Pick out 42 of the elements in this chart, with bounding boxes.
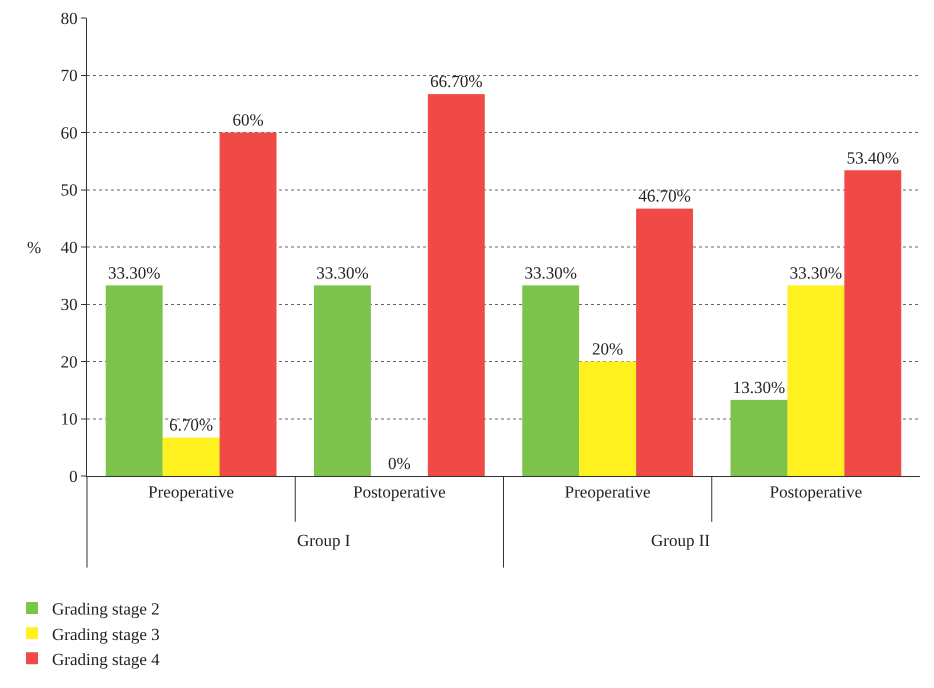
data-label: 6.70%: [169, 416, 214, 435]
y-tick-label: 0: [69, 466, 78, 486]
bar: [106, 285, 163, 476]
y-axis-title: %: [27, 238, 42, 257]
data-label: 53.40%: [846, 148, 900, 168]
data-label: 60%: [232, 110, 264, 130]
legend-label: Grading stage 4: [52, 650, 160, 669]
bar: [844, 170, 902, 476]
legend-label: Grading stage 3: [52, 624, 160, 644]
y-tick-label: 80: [60, 8, 78, 28]
x-tick-label: Postoperative: [770, 482, 862, 502]
text: Group II: [651, 531, 710, 550]
legend-label: Grading stage 2: [52, 600, 160, 619]
y-tick-label: 50: [60, 180, 78, 200]
text: Group I: [297, 531, 351, 550]
bar: [787, 285, 844, 476]
data-label: 46.70%: [638, 186, 691, 206]
x-tick-label: Preoperative: [148, 482, 234, 502]
y-tick-label: 40: [60, 238, 78, 257]
data-label: 0%: [388, 454, 411, 473]
bar: [522, 285, 580, 476]
data-label: 33.30%: [790, 263, 842, 282]
data-label: 33.30%: [316, 263, 369, 282]
data-label: 33.30%: [108, 263, 160, 282]
y-tick-label: 60: [60, 123, 78, 142]
y-tick-label: 70: [60, 66, 78, 86]
bar: [314, 285, 371, 476]
bar: [428, 94, 485, 476]
bar: [636, 208, 694, 476]
data-label: 33.30%: [524, 263, 577, 282]
bar: [730, 400, 788, 476]
data-label: 13.30%: [732, 378, 786, 397]
x-tick-label: Postoperative: [353, 482, 446, 502]
bar: [220, 132, 277, 476]
x-tick-label: Preoperative: [564, 482, 651, 502]
bar: [162, 438, 220, 476]
y-tick-label: 30: [60, 295, 78, 314]
bar: [579, 362, 636, 476]
y-tick-label: 20: [60, 352, 78, 372]
y-tick-label: 10: [60, 410, 78, 429]
data-label: 20%: [592, 340, 624, 358]
data-label: 66.70%: [430, 72, 483, 92]
